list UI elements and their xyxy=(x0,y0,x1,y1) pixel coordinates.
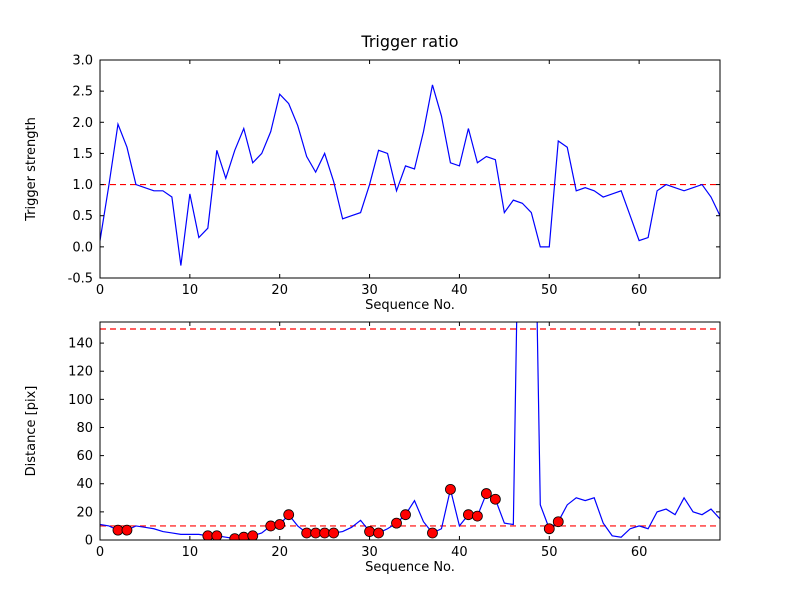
y-tick-label: 80 xyxy=(76,421,93,436)
data-marker xyxy=(328,527,340,539)
y-tick-label: 0.5 xyxy=(72,209,93,224)
data-marker xyxy=(229,533,241,540)
y-tick-label: 2.0 xyxy=(72,116,93,131)
x-tick-label: 60 xyxy=(631,545,648,560)
data-marker xyxy=(445,483,456,495)
y-tick-label: 100 xyxy=(68,393,93,408)
y-tick-label: 1.5 xyxy=(72,147,93,162)
data-marker xyxy=(274,519,286,530)
top-ylabel: Trigger strength xyxy=(24,117,39,221)
data-marker xyxy=(543,523,555,535)
x-tick-label: 20 xyxy=(271,283,288,298)
data-marker xyxy=(301,527,313,539)
x-tick-label: 10 xyxy=(182,283,199,298)
data-marker xyxy=(247,530,259,540)
data-marker xyxy=(121,524,133,536)
data-marker xyxy=(202,530,214,540)
top-xlabel: Sequence No. xyxy=(365,298,455,313)
x-tick-label: 30 xyxy=(361,545,378,560)
data-line xyxy=(100,322,720,540)
y-tick-label: 3.0 xyxy=(72,54,93,69)
data-marker xyxy=(238,531,250,540)
x-tick-label: 20 xyxy=(271,545,288,560)
x-tick-label: 10 xyxy=(182,545,199,560)
top-plot: 0 10 20 30 40 50 60 -0.5 0.0 0.5 1.0 1.5 2.0 2.5 3.0 xyxy=(68,54,721,298)
y-tick-label: 20 xyxy=(76,505,93,520)
data-marker xyxy=(480,488,492,499)
data-marker xyxy=(400,509,411,521)
axes-frame xyxy=(99,59,721,279)
y-tick-label: 0 xyxy=(85,534,93,549)
data-marker xyxy=(112,524,124,536)
bottom-ylabel: Distance [pix] xyxy=(24,385,39,477)
data-marker xyxy=(427,527,438,539)
y-tick-label: 60 xyxy=(76,449,93,464)
data-marker xyxy=(211,530,223,540)
data-marker xyxy=(463,509,474,521)
x-tick-label: 60 xyxy=(631,283,648,298)
x-tick-label: 50 xyxy=(541,283,558,298)
y-tick-label: 1.0 xyxy=(72,178,93,193)
data-marker xyxy=(364,526,375,537)
axes-frame xyxy=(99,321,721,541)
data-marker xyxy=(489,493,501,505)
x-tick-label: 40 xyxy=(451,283,468,298)
y-tick-label: 120 xyxy=(68,365,93,380)
bottom-xlabel: Sequence No. xyxy=(365,560,455,575)
y-tick-label: 40 xyxy=(76,477,93,492)
data-marker xyxy=(391,517,402,529)
y-tick-label: 2.5 xyxy=(72,85,93,100)
x-tick-label: 0 xyxy=(96,545,104,560)
x-tick-label: 30 xyxy=(361,283,378,298)
data-marker xyxy=(319,527,331,539)
bottom-plot: 0 10 20 30 40 50 60 0 20 40 60 80 100 120 140 xyxy=(68,321,721,560)
x-tick-label: 50 xyxy=(541,545,558,560)
data-marker xyxy=(265,520,277,532)
data-marker xyxy=(552,516,564,528)
y-tick-label: -0.5 xyxy=(68,272,93,287)
x-tick-label: 0 xyxy=(96,283,104,298)
chart-title: Trigger ratio xyxy=(361,32,459,51)
data-marker xyxy=(471,510,483,522)
y-tick-label: 0.0 xyxy=(72,240,93,255)
data-marker xyxy=(373,527,384,539)
data-line xyxy=(100,84,720,266)
data-marker xyxy=(310,527,322,539)
data-marker xyxy=(283,509,295,521)
x-tick-label: 40 xyxy=(451,545,468,560)
y-tick-label: 140 xyxy=(68,337,93,352)
